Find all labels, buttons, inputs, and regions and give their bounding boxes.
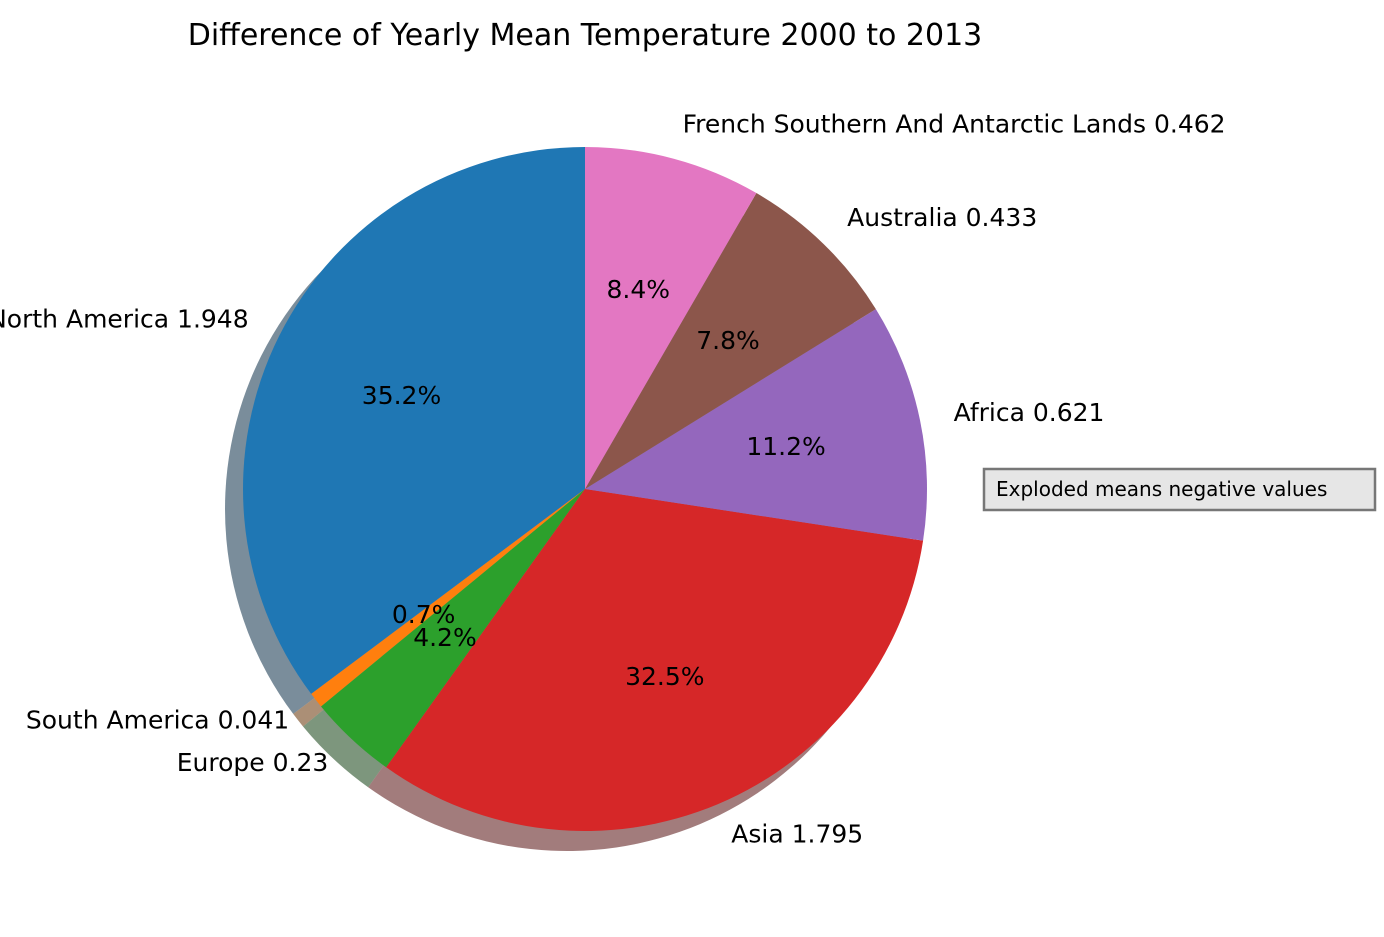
slice-australia <box>585 193 876 489</box>
slice-asia <box>386 489 924 832</box>
slice-europe <box>321 489 585 768</box>
label-south-america: South America 0.041 <box>26 705 289 734</box>
pct-asia: 32.5% <box>625 662 704 691</box>
slice-labels: North America 1.948 South America 0.041 Eu… <box>0 110 1226 849</box>
label-europe: Europe 0.23 <box>177 748 329 777</box>
label-australia: Australia 0.433 <box>847 203 1037 232</box>
label-french-southern-and-antarctic-lands: French Southern And Antarctic Lands 0.46… <box>683 110 1226 139</box>
pct-australia: 7.8% <box>696 326 760 355</box>
pie-slices <box>242 147 927 832</box>
percent-labels: 35.2% 0.7%4.2% 32.5% 11.2% 7.8% 8.4% <box>362 275 826 691</box>
slice-north-america <box>242 147 585 694</box>
slice-south-america <box>311 489 585 707</box>
legend-box <box>982 467 1377 512</box>
pct-africa: 11.2% <box>746 432 825 461</box>
label-asia: Asia 1.795 <box>731 820 863 849</box>
legend-text: Exploded means negative values <box>996 477 1327 501</box>
label-north-america: North America 1.948 <box>0 305 249 334</box>
pct-north-america: 35.2% <box>362 381 441 410</box>
legend-note: Exploded means negative values <box>982 467 1377 512</box>
pct-french-southern-and-antarctic-lands: 8.4% <box>606 275 670 304</box>
chart-title: Difference of Yearly Mean Temperature 20… <box>188 18 983 53</box>
slice-africa <box>585 309 927 541</box>
label-africa: Africa 0.621 <box>954 398 1105 427</box>
pct-europe: 4.2% <box>413 623 477 652</box>
slice-french-southern-and-antarctic-lands <box>585 147 757 489</box>
pct-south-america: 0.7% <box>392 600 456 629</box>
